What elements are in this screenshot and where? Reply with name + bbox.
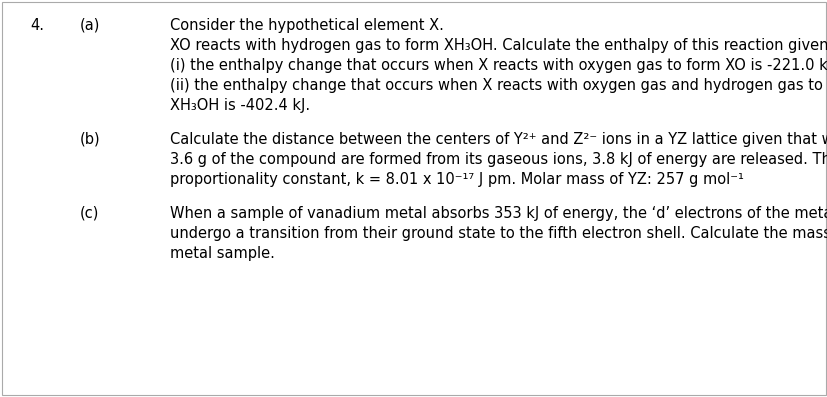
Text: (b): (b)	[80, 132, 101, 147]
Text: XO reacts with hydrogen gas to form XH₃OH. Calculate the enthalpy of this reacti: XO reacts with hydrogen gas to form XH₃O…	[170, 38, 827, 53]
Text: 4.: 4.	[30, 18, 44, 33]
Text: (i) the enthalpy change that occurs when X reacts with oxygen gas to form XO is : (i) the enthalpy change that occurs when…	[170, 58, 827, 73]
Text: (c): (c)	[80, 206, 99, 221]
Text: undergo a transition from their ground state to the fifth electron shell. Calcul: undergo a transition from their ground s…	[170, 226, 827, 241]
Text: Consider the hypothetical element X.: Consider the hypothetical element X.	[170, 18, 443, 33]
Text: Calculate the distance between the centers of Y²⁺ and Z²⁻ ions in a YZ lattice g: Calculate the distance between the cente…	[170, 132, 827, 147]
Text: XH₃OH is -402.4 kJ.: XH₃OH is -402.4 kJ.	[170, 98, 310, 113]
Text: (ii) the enthalpy change that occurs when X reacts with oxygen gas and hydrogen : (ii) the enthalpy change that occurs whe…	[170, 78, 827, 93]
Text: metal sample.: metal sample.	[170, 246, 275, 261]
Text: When a sample of vanadium metal absorbs 353 kJ of energy, the ‘d’ electrons of t: When a sample of vanadium metal absorbs …	[170, 206, 827, 221]
Text: proportionality constant, k = 8.01 x 10⁻¹⁷ J pm. Molar mass of YZ: 257 g mol⁻¹: proportionality constant, k = 8.01 x 10⁻…	[170, 172, 743, 187]
Text: (a): (a)	[80, 18, 100, 33]
Text: 3.6 g of the compound are formed from its gaseous ions, 3.8 kJ of energy are rel: 3.6 g of the compound are formed from it…	[170, 152, 827, 167]
